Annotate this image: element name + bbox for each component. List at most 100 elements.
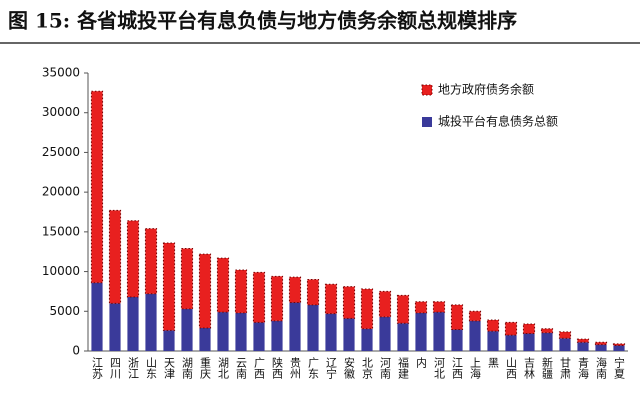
bar-segment — [540, 328, 554, 334]
x-tick-label: 江西 — [451, 357, 464, 379]
bar-segment — [91, 282, 103, 351]
x-tick-label: 福建 — [397, 356, 410, 380]
x-tick-label: 上海 — [469, 357, 482, 380]
bar-segment — [360, 288, 374, 330]
bar-segment — [217, 312, 229, 351]
x-tick-label: 新疆 — [541, 356, 554, 379]
bar-segment — [397, 323, 409, 351]
bar-segment — [396, 294, 410, 324]
x-tick-label: 四川 — [109, 357, 122, 379]
bar-segment — [594, 341, 608, 346]
bar-segment — [163, 330, 175, 351]
bar-segment — [252, 271, 266, 323]
bar-segment — [450, 304, 464, 331]
x-tick-label: 甘肃 — [559, 357, 572, 380]
bar-segment — [180, 248, 194, 310]
bar-segment — [144, 228, 158, 295]
x-tick-label: 广西 — [253, 357, 266, 379]
bar-segment — [342, 286, 356, 319]
x-tick-label: 青海 — [577, 357, 590, 380]
x-tick-label: 吉林 — [523, 357, 536, 379]
bar-segment — [613, 345, 625, 351]
bar-segment — [505, 335, 517, 351]
x-tick-label: 贵州 — [289, 357, 302, 379]
bar-segment — [415, 312, 427, 351]
bar-segment — [126, 220, 140, 298]
chart-title: 图 15: 各省城投平台有息负债与地方债务余额总规模排序 — [8, 9, 517, 33]
x-tick-label: 河北 — [433, 357, 446, 379]
y-tick-label: 30000 — [42, 105, 80, 119]
bar-segment — [199, 327, 211, 351]
bar-segment — [145, 293, 157, 351]
bar-segment — [378, 290, 392, 318]
bar-segment — [487, 331, 499, 351]
x-tick-label: 江苏 — [91, 357, 104, 380]
bar-segment — [253, 322, 265, 351]
bar-segment — [469, 320, 481, 351]
x-tick-label: 海南 — [595, 356, 608, 379]
bar-segment — [541, 332, 553, 351]
bar-segment — [595, 344, 607, 351]
bar-segment — [612, 343, 626, 346]
legend-label: 城投平台有息债务总额 — [438, 114, 558, 129]
bar-segment — [324, 283, 338, 315]
y-tick-label: 25000 — [42, 145, 80, 159]
bar-segment — [361, 328, 373, 351]
legend-swatch — [421, 84, 433, 96]
x-tick-label: 河南 — [379, 357, 392, 379]
bar-segment — [486, 319, 500, 332]
y-tick-label: 35000 — [42, 66, 80, 80]
bar-segment — [162, 242, 176, 331]
x-tick-label: 浙江 — [127, 357, 140, 379]
bar-segment — [181, 308, 193, 351]
x-tick-label: 湖南 — [181, 357, 194, 379]
bar-segment — [325, 313, 337, 351]
x-tick-label: 广东 — [307, 357, 320, 379]
x-tick-label: 安徽 — [343, 356, 356, 380]
bar-segment — [379, 316, 391, 351]
bar-segment — [109, 303, 121, 351]
legend-swatch — [422, 117, 432, 127]
x-tick-label: 云南 — [235, 357, 248, 379]
bar-segment — [307, 304, 319, 351]
y-tick-label: 20000 — [42, 185, 80, 199]
x-tick-label: 黑 — [487, 357, 500, 368]
x-tick-label: 山东 — [145, 357, 158, 379]
bar-segment — [504, 321, 518, 336]
x-tick-label: 宁夏 — [613, 356, 626, 379]
bar-segment — [235, 312, 247, 351]
bar-segment — [468, 310, 482, 322]
y-tick-label: 15000 — [42, 224, 80, 238]
bar-segment — [289, 302, 301, 351]
bar-segment — [577, 342, 589, 351]
bar-segment — [271, 320, 283, 351]
x-tick-label: 北京 — [361, 357, 374, 380]
bar-segment — [288, 276, 302, 304]
bar-segment — [90, 90, 104, 284]
x-tick-label: 天津 — [163, 357, 176, 379]
bar-segment — [198, 253, 212, 329]
bar-segment — [414, 301, 428, 314]
y-tick-label: 0 — [72, 344, 80, 358]
legend-label: 地方政府债务余额 — [438, 82, 534, 97]
bar-segment — [522, 323, 536, 335]
bar-segment — [576, 338, 590, 343]
x-tick-label: 辽宁 — [325, 357, 338, 379]
bar-segment — [306, 279, 320, 306]
bar-segment — [343, 318, 355, 351]
bar-segment — [432, 301, 446, 313]
x-tick-label: 重庆 — [199, 356, 212, 380]
x-tick-label: 内 — [415, 356, 428, 369]
x-tick-label: 山西 — [505, 357, 518, 379]
bar-segment — [127, 296, 139, 351]
bar-segment — [108, 209, 122, 304]
bar-segment — [270, 275, 284, 322]
bar-segment — [451, 329, 463, 351]
y-tick-label: 5000 — [49, 304, 80, 318]
y-tick-label: 10000 — [42, 264, 80, 278]
bar-segment — [216, 257, 230, 313]
x-tick-label: 湖北 — [217, 357, 230, 379]
bar-segment — [234, 269, 248, 314]
bar-segment — [559, 338, 571, 351]
